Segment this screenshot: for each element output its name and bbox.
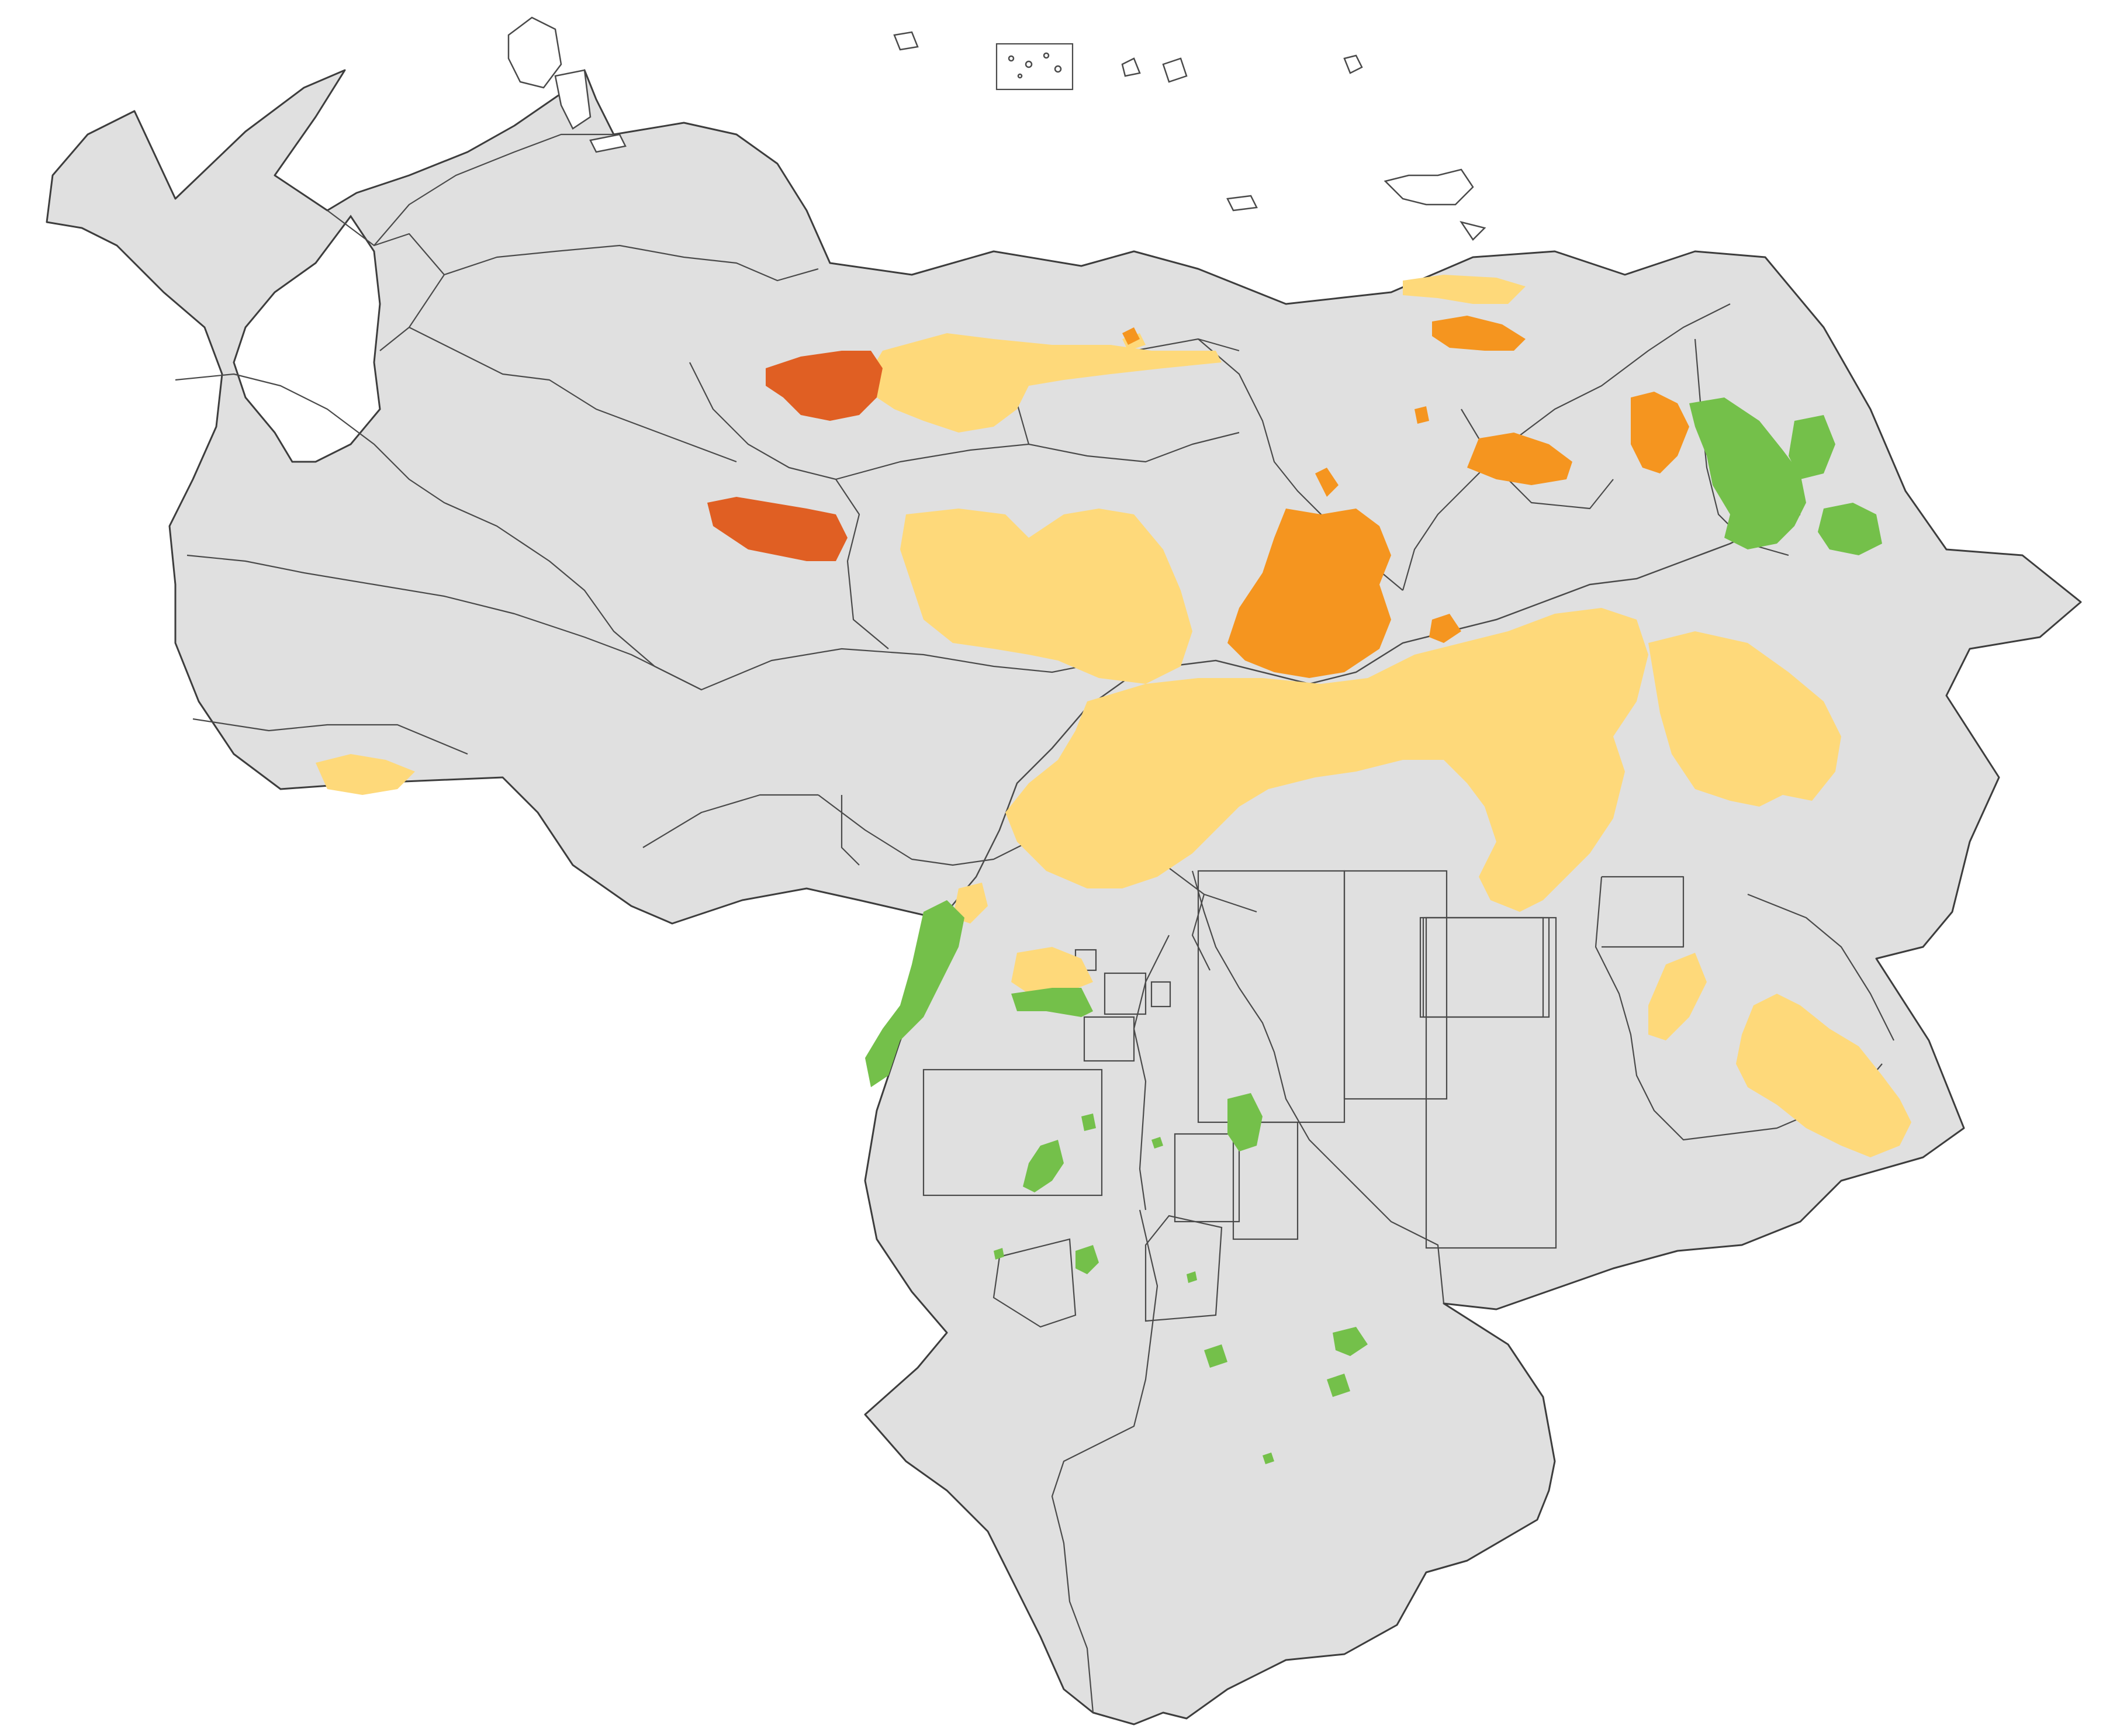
reserve-box-southwest <box>992 1238 1077 1328</box>
lake-maracaibo <box>233 215 381 463</box>
country-landmass <box>46 69 2082 1725</box>
zones-light-yellow <box>316 275 1911 1157</box>
reserve-boxes <box>922 870 1557 1249</box>
inset-islands <box>1008 52 1062 79</box>
reserve-box-south <box>1144 1215 1223 1322</box>
islands-inset-box <box>995 43 1074 91</box>
islands <box>507 16 1486 241</box>
zones-dark-orange <box>707 351 883 561</box>
zones-orange <box>1122 316 1689 678</box>
zones-green <box>865 397 1882 1464</box>
